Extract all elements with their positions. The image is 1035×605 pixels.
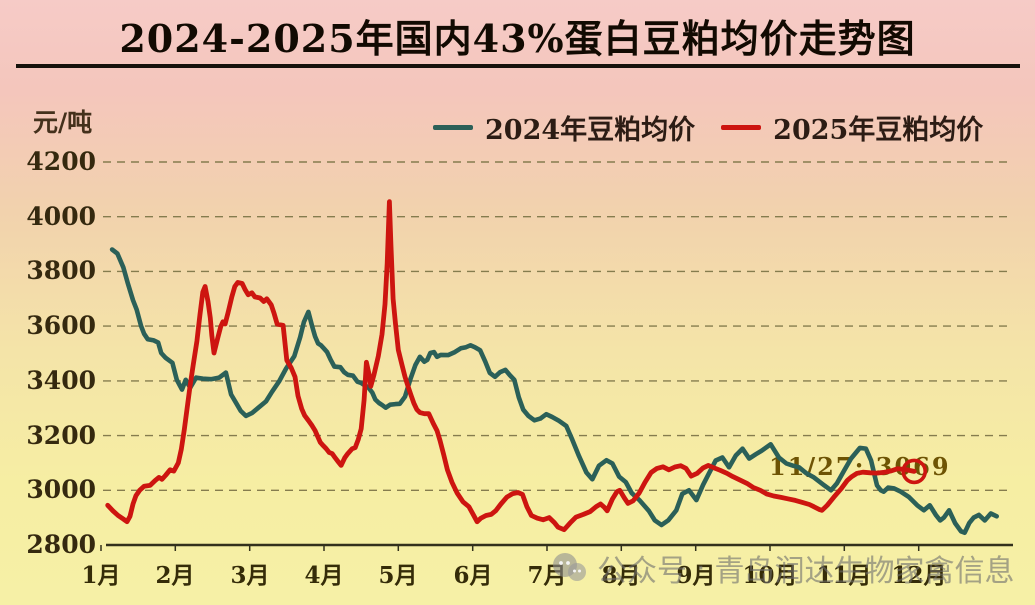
watermark-separator: ·	[696, 550, 706, 586]
y-axis-tick-label: 4200	[26, 147, 96, 176]
legend-swatch-2024	[433, 125, 473, 130]
legend-label-2024: 2024年豆粕均价	[485, 115, 696, 146]
x-axis-tick-label: 1月	[81, 562, 121, 589]
x-axis-tick-label: 11月	[816, 562, 872, 589]
y-axis-tick-label: 3200	[26, 421, 96, 450]
title-divider	[16, 64, 1020, 68]
x-axis-tick-label: 4月	[304, 562, 344, 589]
watermark-label: 公众号	[597, 554, 687, 589]
x-axis-tick-label: 9月	[676, 562, 716, 589]
wechat-icon	[553, 553, 586, 581]
legend-item-2024: 2024年豆粕均价	[433, 108, 695, 147]
x-axis-tick-label: 5月	[378, 562, 418, 589]
chart-legend: 2024年豆粕均价 2025年豆粕均价	[433, 108, 983, 147]
legend-swatch-2025	[721, 125, 762, 130]
x-axis-tick-label: 3月	[230, 562, 270, 589]
legend-item-2025: 2025年豆粕均价	[721, 108, 983, 147]
y-axis-tick-label: 2800	[26, 530, 96, 559]
x-axis-tick-label: 12月	[891, 562, 947, 589]
watermark: 公众号 · 青岛润达生物家禽信息	[552, 546, 1015, 590]
y-axis-tick-label: 3000	[26, 475, 96, 504]
x-axis-tick-label: 8月	[601, 562, 641, 589]
y-axis-tick-label: 3800	[26, 256, 96, 285]
x-axis-tick-label: 10月	[742, 562, 798, 589]
x-axis-tick-label: 6月	[453, 562, 493, 589]
y-axis-tick-label: 3600	[26, 311, 96, 340]
legend-label-2025: 2025年豆粕均价	[773, 115, 984, 146]
x-axis-tick-label: 2月	[155, 562, 195, 589]
y-axis-tick-label: 4000	[26, 202, 96, 231]
y-axis-tick-label: 3400	[26, 366, 96, 395]
chart-title: 2024-2025年国内43%蛋白豆粕均价走势图	[119, 16, 916, 61]
y-axis-unit-label: 元/吨	[33, 108, 93, 137]
watermark-source: 青岛润达生物家禽信息	[714, 554, 1015, 589]
